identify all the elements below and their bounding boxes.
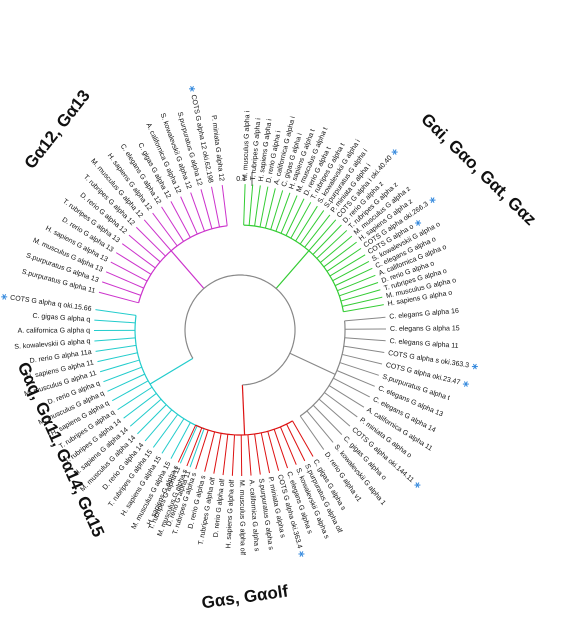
- branch: [212, 187, 220, 227]
- branch: [94, 338, 135, 341]
- branch: [97, 353, 137, 362]
- branch: [162, 207, 184, 242]
- branch: [137, 405, 166, 434]
- branch: [180, 426, 197, 463]
- branch: [307, 411, 333, 443]
- branch: [201, 189, 212, 229]
- branch: [342, 354, 382, 364]
- group-label: Gαi, Gαo, Gαt, Gαz: [417, 110, 540, 229]
- branch: [281, 196, 297, 234]
- group-label: Gαs, Gαolf: [200, 581, 289, 612]
- leaf-label: M. musculus G alpha olf: [238, 480, 246, 555]
- branch: [108, 374, 145, 391]
- branch: [345, 338, 386, 341]
- branch: [319, 399, 350, 426]
- branch: [187, 428, 202, 466]
- branch: [129, 235, 160, 262]
- branch: [293, 421, 314, 457]
- branch: [248, 435, 251, 476]
- branch-stem: [171, 251, 204, 289]
- branch: [265, 188, 275, 228]
- leaf-label: H. sapiens G alpha olf: [225, 480, 236, 549]
- branch: [178, 425, 195, 462]
- leaf-label: S. kowalevskii G alpha q: [14, 338, 91, 351]
- branch: [153, 414, 177, 447]
- leaf-label: A. californica G alpha q: [18, 327, 91, 334]
- branch: [255, 434, 261, 475]
- branch: [171, 423, 190, 459]
- branch: [116, 253, 151, 275]
- group-label: Gα12, Gα13: [21, 86, 94, 172]
- branch: [171, 201, 190, 237]
- branch: [214, 433, 221, 473]
- branch: [94, 320, 135, 323]
- branch: [329, 386, 364, 408]
- branch: [145, 410, 172, 441]
- branch: [112, 381, 148, 401]
- branch-stem: [242, 385, 244, 435]
- branch: [95, 310, 136, 316]
- branch: [337, 275, 375, 290]
- branch: [244, 184, 245, 225]
- leaf-label: A. californica G alpha s: [247, 479, 259, 552]
- leaf-label: C. elegans G alpha 15: [390, 325, 460, 332]
- leaf-label: C. elegans G alpha 16: [389, 308, 459, 321]
- branch: [255, 185, 261, 226]
- branch: [144, 220, 171, 251]
- branch-arc: [185, 275, 295, 385]
- branch: [111, 262, 147, 281]
- branch: [222, 185, 227, 226]
- branch: [99, 292, 139, 303]
- branch: [96, 345, 137, 351]
- branch: [339, 282, 378, 295]
- branch: [287, 424, 305, 461]
- branch-stem: [290, 353, 335, 374]
- leaf-label: COTS G alpha q oki.15.66: [10, 295, 92, 313]
- branch: [232, 435, 234, 476]
- branch: [153, 213, 178, 246]
- leaf-label: C. gigas G alpha q: [32, 313, 90, 324]
- branch: [343, 305, 383, 312]
- leaf-label: C. elegans G alpha 11: [389, 338, 459, 350]
- branch: [324, 393, 357, 417]
- branch-stem: [150, 358, 193, 384]
- branch: [181, 197, 198, 234]
- branch: [280, 427, 296, 465]
- branch: [223, 434, 228, 475]
- branch: [261, 433, 269, 473]
- branch: [122, 244, 155, 268]
- branch: [313, 405, 342, 434]
- branch: [344, 346, 385, 352]
- branch: [191, 193, 205, 232]
- branch: [333, 378, 369, 397]
- branch: [260, 187, 268, 227]
- branch: [337, 371, 375, 387]
- branch: [124, 393, 157, 418]
- branch: [130, 399, 161, 426]
- branch-stem: [276, 251, 309, 289]
- branch: [136, 227, 165, 256]
- branch: [300, 416, 324, 450]
- branch: [271, 190, 283, 229]
- branch: [249, 185, 253, 226]
- branch: [162, 419, 184, 454]
- branch: [345, 317, 386, 321]
- branch: [340, 363, 379, 376]
- branch: [118, 387, 152, 409]
- branch: [276, 193, 290, 232]
